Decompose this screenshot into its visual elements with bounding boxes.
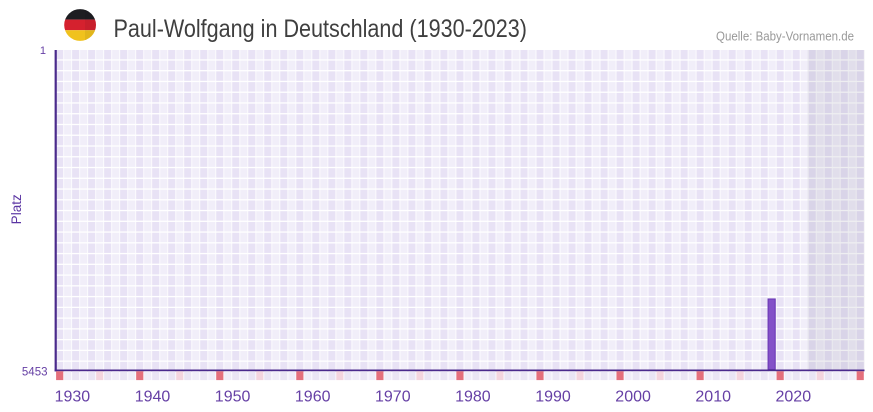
svg-text:Quelle: Baby-Vornamen.de: Quelle: Baby-Vornamen.de <box>716 28 854 43</box>
svg-text:2010: 2010 <box>695 389 731 406</box>
svg-text:Platz: Platz <box>9 194 24 224</box>
svg-text:2000: 2000 <box>615 389 651 406</box>
svg-text:1: 1 <box>40 45 46 57</box>
svg-text:Paul-Wolfgang in Deutschland (: Paul-Wolfgang in Deutschland (1930-2023) <box>114 15 528 43</box>
svg-text:2020: 2020 <box>776 389 812 406</box>
svg-text:5453: 5453 <box>22 366 48 378</box>
svg-text:1980: 1980 <box>455 389 491 406</box>
svg-text:1960: 1960 <box>295 389 331 406</box>
svg-text:1990: 1990 <box>535 389 571 406</box>
svg-text:1940: 1940 <box>135 389 171 406</box>
svg-text:1970: 1970 <box>375 389 411 406</box>
svg-text:1950: 1950 <box>215 389 251 406</box>
svg-text:1930: 1930 <box>55 389 91 406</box>
